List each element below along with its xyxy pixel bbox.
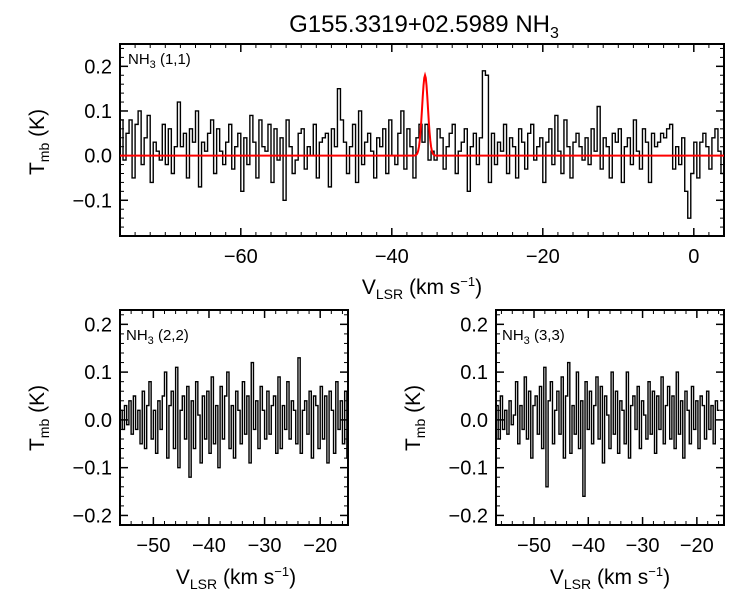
x-tick-label: −20	[526, 246, 560, 268]
y-tick-label: −0.2	[73, 505, 112, 527]
axis-ticks	[496, 310, 724, 526]
y-axis-title: Tmb (K)	[402, 385, 428, 451]
y-tick-label: 0.0	[84, 146, 112, 168]
x-tick-label: 0	[688, 246, 699, 268]
x-tick-label: −40	[192, 535, 226, 557]
y-tick-label: 0.1	[460, 362, 488, 384]
panel-nh3-22: −0.2 −0.1 0.0 0.1 0.2 −50 −40 −30 −20 NH3 (2,2)…	[26, 309, 349, 592]
y-tick-labels: −0.1 0.0 0.1 0.2	[73, 56, 112, 212]
y-tick-label: 0.0	[84, 410, 112, 432]
x-tick-label: −40	[571, 535, 605, 557]
x-tick-label: −40	[375, 246, 409, 268]
y-tick-label: −0.1	[73, 458, 112, 480]
y-tick-label: 0.2	[84, 56, 112, 78]
x-tick-label: −20	[680, 535, 714, 557]
y-axis-title: Tmb (K)	[26, 109, 52, 175]
x-tick-label: −50	[136, 535, 170, 557]
y-axis-title: Tmb (K)	[26, 385, 52, 451]
y-tick-label: 0.1	[84, 362, 112, 384]
y-tick-label: 0.1	[84, 101, 112, 123]
x-axis-title: VLSR (km s−1)	[176, 564, 296, 592]
x-axis-title: VLSR (km s−1)	[550, 564, 670, 592]
spectrum-line	[120, 357, 348, 478]
panel-nh3-11: −0.1 0.0 0.1 0.2 −60 −40 −20 0 NH3 (1,1) VLSR …	[26, 43, 725, 302]
x-tick-labels: −50 −40 −30 −20	[136, 535, 337, 557]
panel-nh3-33: −0.2 −0.1 0.0 0.1 0.2 −50 −40 −30 −20 NH3 (3,3)…	[402, 309, 725, 592]
panel-label: NH3 (3,3)	[502, 327, 565, 347]
y-tick-labels: −0.2 −0.1 0.0 0.1 0.2	[449, 314, 488, 527]
x-tick-label: −60	[224, 246, 258, 268]
x-tick-labels: −50 −40 −30 −20	[517, 535, 714, 557]
y-tick-label: −0.1	[73, 190, 112, 212]
spectrum-line	[496, 361, 720, 498]
y-tick-label: −0.1	[449, 458, 488, 480]
y-tick-label: 0.0	[460, 410, 488, 432]
panel-label: NH3 (1,1)	[128, 51, 191, 71]
y-tick-label: 0.2	[84, 314, 112, 336]
figure-title: G155.3319+02.5989 NH3	[289, 11, 559, 42]
x-axis-title: VLSR (km s−1)	[362, 274, 482, 302]
gaussian-fit-line	[120, 71, 724, 157]
y-tick-label: −0.2	[449, 505, 488, 527]
x-tick-label: −30	[248, 535, 282, 557]
y-tick-label: 0.2	[460, 314, 488, 336]
panel-label: NH3 (2,2)	[126, 327, 189, 347]
y-tick-labels: −0.2 −0.1 0.0 0.1 0.2	[73, 314, 112, 527]
x-tick-labels: −60 −40 −20 0	[224, 246, 700, 268]
x-tick-label: −20	[303, 535, 337, 557]
spectrum-line	[120, 70, 724, 219]
axis-ticks	[119, 44, 725, 237]
plot-frame	[119, 309, 349, 526]
x-tick-label: −50	[517, 535, 551, 557]
x-tick-label: −30	[626, 535, 660, 557]
